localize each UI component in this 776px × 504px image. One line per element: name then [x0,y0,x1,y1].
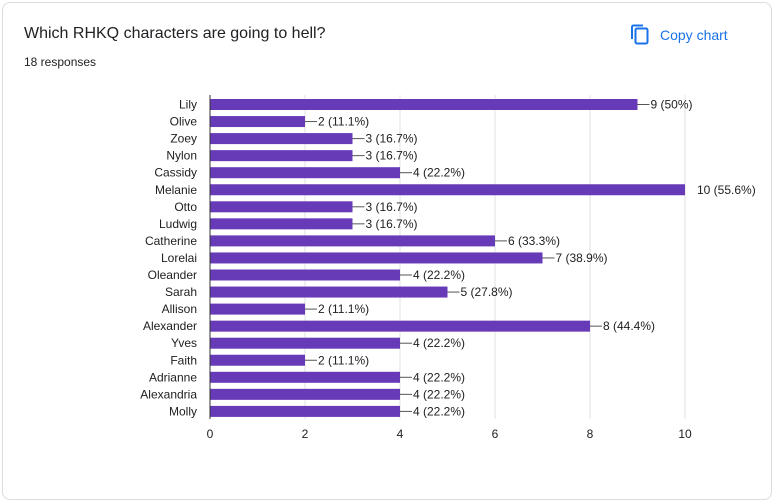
data-label: 8 (44.4%) [603,319,655,333]
bar [210,337,400,349]
data-label: 3 (16.7%) [366,132,418,146]
x-tick-label: 0 [207,427,214,441]
data-label: 2 (11.1%) [318,302,369,316]
x-tick-label: 2 [302,427,309,441]
response-count: 18 responses [24,55,97,69]
x-tick-label: 6 [492,427,499,441]
category-label: Oleander [148,268,197,282]
data-label: 3 (16.7%) [366,217,418,231]
data-label: 4 (22.2%) [413,336,465,350]
data-label: 2 (11.1%) [318,115,369,129]
copy-chart-label: Copy chart [660,27,728,43]
bar [210,371,400,383]
bar [210,133,353,145]
category-label: Lily [179,98,197,112]
data-label: 7 (38.9%) [556,251,608,265]
category-label: Faith [170,353,197,367]
data-label: 4 (22.2%) [413,387,465,401]
bar [210,235,495,247]
category-label: Zoey [170,132,197,146]
bar [210,184,685,196]
category-label: Cassidy [154,166,197,180]
data-label: 4 (22.2%) [413,404,465,418]
bar [210,167,400,179]
category-label: Catherine [145,234,197,248]
bar [210,303,305,315]
data-label: 3 (16.7%) [366,200,418,214]
bar [210,150,353,162]
bar [210,388,400,400]
chart-title: Which RHKQ characters are going to hell? [24,25,326,42]
bar [210,286,448,298]
category-label: Adrianne [149,370,197,384]
category-label: Yves [171,336,197,350]
data-label: 5 (27.8%) [461,285,513,299]
x-tick-label: 4 [397,427,404,441]
category-label: Alexander [143,319,197,333]
bar [210,354,305,366]
data-label: 3 (16.7%) [366,149,418,163]
category-label: Melanie [155,183,197,197]
bar [210,201,353,213]
category-label: Ludwig [159,217,197,231]
data-label: 6 (33.3%) [508,234,560,248]
x-tick-label: 8 [587,427,594,441]
category-label: Sarah [165,285,197,299]
copy-icon [630,24,650,46]
data-label: 4 (22.2%) [413,166,465,180]
data-label: 4 (22.2%) [413,268,465,282]
category-label: Allison [162,302,197,316]
bar [210,269,400,281]
data-label: 2 (11.1%) [318,353,369,367]
category-label: Olive [170,115,198,129]
bar [210,218,353,230]
category-label: Lorelai [161,251,197,265]
bar [210,99,638,110]
bar [210,320,590,332]
bar [210,116,305,128]
category-label: Nylon [166,149,197,163]
data-label: 4 (22.2%) [413,370,465,384]
data-label: 9 (50%) [651,98,693,112]
category-label: Otto [174,200,197,214]
x-tick-label: 10 [678,427,692,441]
bar [210,252,543,264]
bar [210,405,400,417]
category-label: Molly [169,404,197,418]
category-label: Alexandria [140,387,197,401]
data-label: 10 (55.6%) [697,183,756,197]
copy-chart-button[interactable]: Copy chart [630,20,728,50]
